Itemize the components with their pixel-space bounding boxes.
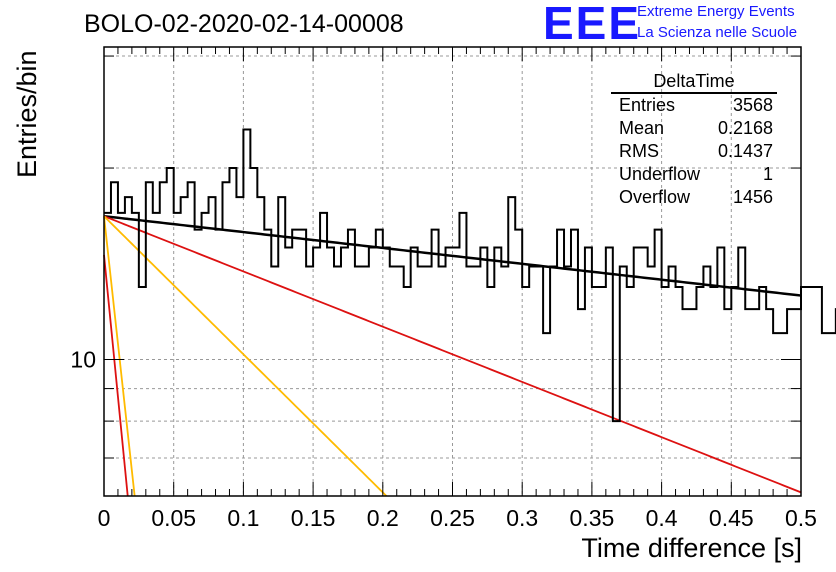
fit-curve-2 [103, 215, 388, 497]
fit-curve-4 [103, 254, 129, 497]
x-tick-label: 0.25 [430, 505, 475, 531]
x-tick-label: 0 [98, 505, 111, 531]
stats-box: DeltaTime Entries 3568 Mean 0.2168 RMS 0… [611, 70, 777, 209]
stats-value: 3568 [732, 95, 773, 115]
x-tick-label: 0.3 [506, 505, 538, 531]
stats-label: Overflow [619, 187, 691, 207]
stats-label: Mean [619, 118, 665, 138]
stats-row-entries: Entries 3568 [611, 94, 777, 117]
stats-value: 1456 [732, 187, 773, 207]
plot-frame [103, 46, 802, 497]
stats-row-mean: Mean 0.2168 [611, 117, 777, 140]
eee-logo: EEE [543, 0, 642, 49]
histogram-series [104, 128, 836, 423]
stats-row-underflow: Underflow 1 [611, 163, 777, 186]
axes-frame [103, 46, 802, 497]
stats-label: Entries [619, 95, 676, 115]
x-tick-label: 0.35 [570, 505, 615, 531]
x-tick-label: 0.5 [785, 505, 817, 531]
y-axis-label: Entries/bin [12, 50, 42, 178]
x-tick-label: 0.45 [709, 505, 754, 531]
stats-value: 0.1437 [717, 141, 773, 161]
stats-value: 1 [762, 164, 773, 184]
fit-curve-3 [103, 216, 136, 497]
x-tick-labels: 0 0.05 0.1 0.15 0.2 0.25 0.3 0.35 0.4 0.45 0.5 [98, 505, 817, 531]
y-axis-label-wrap: Entries/bin [8, 0, 48, 180]
fit-curve-1 [103, 215, 802, 494]
x-tick-label: 0.1 [227, 505, 259, 531]
x-tick-label: 0.05 [151, 505, 196, 531]
stats-row-overflow: Overflow 1456 [611, 186, 777, 209]
stats-row-rms: RMS 0.1437 [611, 140, 777, 163]
y-tick-label: 10 [70, 346, 96, 372]
stats-label: RMS [619, 141, 659, 161]
x-tick-label: 0.15 [291, 505, 336, 531]
stats-value: 0.2168 [717, 118, 773, 138]
y-tick-labels: 10 [70, 346, 96, 372]
logo-line-1: Extreme Energy Events [637, 3, 795, 20]
logo-line-2: La Scienza nelle Scuole [637, 24, 798, 41]
chart-title: BOLO-02-2020-02-14-00008 [84, 10, 404, 38]
x-tick-label: 0.2 [367, 505, 399, 531]
stats-label: Underflow [619, 164, 701, 184]
x-tick-label: 0.4 [646, 505, 678, 531]
stats-title: DeltaTime [611, 70, 777, 94]
x-axis-label: Time difference [s] [581, 533, 802, 563]
